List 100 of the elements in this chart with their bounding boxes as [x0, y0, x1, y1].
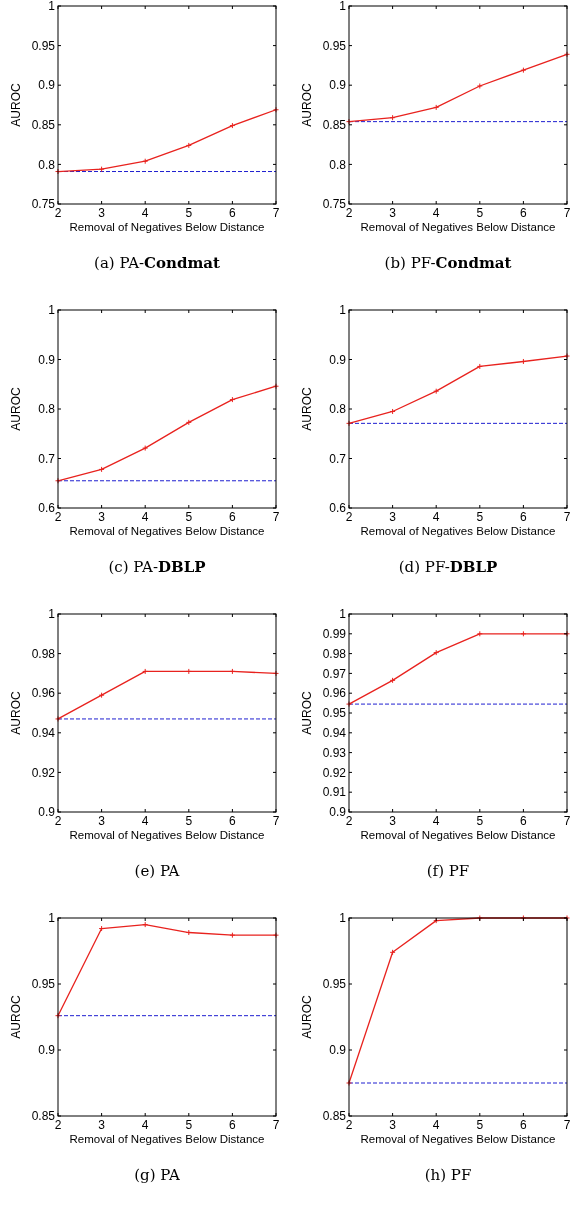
y-tick-label: 0.8: [38, 157, 56, 172]
y-axis-title: AUROC: [300, 691, 314, 735]
point: [389, 114, 396, 121]
y-tick-label: 0.9: [329, 1043, 347, 1058]
y-tick-label: 0.95: [322, 977, 347, 992]
y-tick-label: 0.6: [38, 501, 56, 516]
text: (f) PF: [426, 862, 470, 880]
point: [98, 925, 105, 932]
x-tick-label: 5: [476, 510, 484, 524]
y-tick-label: 0.9: [329, 805, 347, 820]
y-tick-label: 0.91: [322, 785, 347, 800]
y-tick-label: 0.97: [322, 666, 347, 681]
x-axis-title: Removal of Negatives Below Distance: [360, 829, 556, 841]
y-tick-label: 0.94: [31, 726, 56, 740]
y-tick-label: 0.92: [322, 765, 347, 780]
point: [229, 668, 236, 675]
text: (b) PF-Condmat: [384, 254, 512, 272]
y-tick-label: 0.9: [329, 352, 347, 367]
x-tick-label: 2: [54, 510, 62, 524]
x-axis-title: Removal of Negatives Below Distance: [360, 525, 556, 537]
y-tick-label: 0.85: [31, 118, 56, 132]
y-tick-label: 0.9: [329, 78, 347, 93]
y-tick-label: 0.75: [31, 197, 56, 212]
x-tick-label: 6: [229, 510, 237, 524]
x-tick-label: 7: [272, 814, 280, 828]
point: [476, 82, 483, 89]
text: (g) PA: [134, 1166, 180, 1184]
x-tick-label: 5: [185, 510, 193, 524]
y-tick-label: 0.9: [38, 352, 56, 367]
point: [185, 142, 192, 149]
y-tick-label: 1: [339, 607, 347, 622]
text: (a) PA-Condmat: [94, 254, 221, 272]
x-tick-label: 7: [563, 1118, 571, 1132]
x-tick-label: 4: [432, 206, 440, 220]
y-tick-label: 0.93: [322, 745, 347, 760]
x-tick-label: 7: [272, 510, 280, 524]
x-tick-label: 4: [141, 510, 149, 524]
y-tick-label: 0.7: [38, 451, 56, 466]
x-tick-label: 2: [54, 1118, 62, 1132]
x-tick-label: 2: [54, 206, 62, 220]
x-axis-title: Removal of Negatives Below Distance: [360, 221, 556, 233]
x-tick-label: 4: [432, 814, 440, 828]
point: [520, 67, 527, 74]
y-tick-label: 1: [339, 911, 347, 926]
y-tick-label: 0.9: [38, 1043, 56, 1058]
text: (d) PF-DBLP: [398, 558, 498, 576]
y-tick-label: 0.98: [322, 646, 347, 661]
y-tick-label: 0.6: [329, 501, 347, 516]
point: [229, 396, 236, 403]
x-tick-label: 6: [229, 814, 237, 828]
x-tick-label: 3: [98, 1118, 106, 1132]
y-axis-title: AUROC: [9, 83, 23, 127]
x-tick-label: 3: [389, 206, 397, 220]
x-axis-title: Removal of Negatives Below Distance: [69, 1133, 265, 1145]
x-tick-label: 2: [345, 510, 353, 524]
point: [229, 932, 236, 939]
x-tick-label: 4: [432, 1118, 440, 1132]
y-tick-label: 0.9: [38, 78, 56, 93]
y-tick-label: 0.95: [31, 977, 56, 992]
y-tick-label: 1: [48, 0, 56, 14]
x-tick-label: 7: [272, 1118, 280, 1132]
point: [98, 692, 105, 699]
x-tick-label: 5: [476, 1118, 484, 1132]
x-tick-label: 3: [389, 510, 397, 524]
x-tick-label: 5: [476, 814, 484, 828]
x-tick-label: 3: [389, 1118, 397, 1132]
x-tick-label: 6: [520, 206, 528, 220]
x-tick-label: 3: [98, 206, 106, 220]
text: (h) PF: [424, 1166, 472, 1184]
x-tick-label: 2: [345, 1118, 353, 1132]
y-axis-title: AUROC: [300, 995, 314, 1039]
point: [389, 949, 396, 956]
point: [433, 388, 440, 395]
x-axis-title: Removal of Negatives Below Distance: [69, 221, 265, 233]
y-tick-label: 0.75: [322, 197, 347, 212]
y-tick-label: 0.85: [322, 118, 347, 132]
y-tick-label: 0.92: [31, 765, 56, 780]
x-tick-label: 5: [185, 814, 193, 828]
point: [98, 166, 105, 173]
y-tick-label: 0.95: [31, 38, 56, 53]
y-tick-label: 1: [48, 911, 56, 926]
x-tick-label: 4: [141, 206, 149, 220]
point: [229, 122, 236, 129]
y-tick-label: 0.96: [31, 686, 56, 701]
x-tick-label: 6: [520, 1118, 528, 1132]
y-tick-label: 0.99: [322, 627, 347, 641]
y-axis-title: AUROC: [9, 387, 23, 431]
x-tick-label: 4: [432, 510, 440, 524]
y-tick-label: 0.94: [322, 726, 347, 740]
y-tick-label: 0.98: [31, 646, 56, 661]
x-tick-label: 4: [141, 814, 149, 828]
text: (c) PA-DBLP: [108, 558, 206, 576]
x-tick-label: 3: [98, 814, 106, 828]
point: [142, 445, 149, 452]
y-tick-label: 0.7: [329, 451, 347, 466]
x-tick-label: 3: [98, 510, 106, 524]
x-axis-title: Removal of Negatives Below Distance: [69, 525, 265, 537]
y-tick-label: 0.95: [322, 706, 347, 721]
x-tick-label: 2: [345, 814, 353, 828]
y-tick-label: 0.95: [322, 38, 347, 53]
